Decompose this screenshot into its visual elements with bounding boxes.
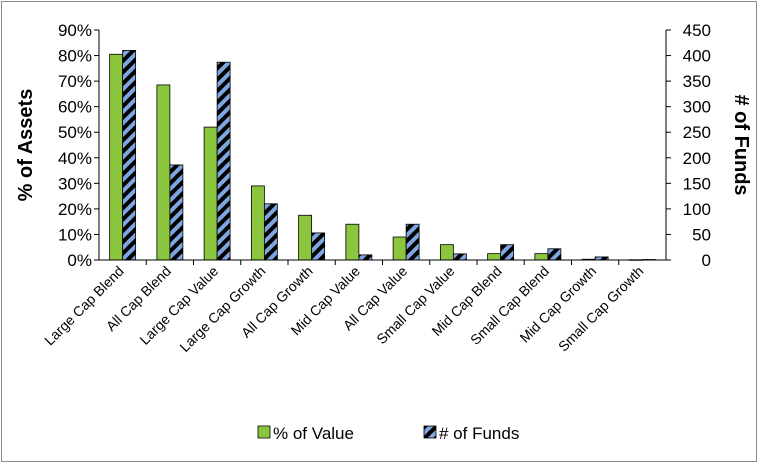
- y-tick-label-right: 50: [692, 225, 711, 244]
- bar-value: [203, 126, 218, 261]
- y-tick-label-left: 40%: [58, 149, 92, 168]
- y-tick-label-right: 150: [683, 174, 711, 193]
- legend: % of Value # of Funds: [257, 424, 519, 443]
- bar-value: [439, 244, 454, 261]
- x-tick-label: Small Cap Growth: [555, 263, 647, 355]
- y-tick-label-left: 60%: [58, 98, 92, 117]
- y-tick-label-left: 30%: [58, 174, 92, 193]
- bar-funds: [169, 164, 184, 261]
- y-tick-label-left: 70%: [58, 72, 92, 91]
- bar-value: [345, 223, 360, 261]
- legend-swatch-funds: [423, 425, 437, 439]
- y-tick-label-right: 0: [702, 251, 711, 270]
- x-tick-label: Large Cap Growth: [176, 263, 268, 355]
- y-tick-label-left: 50%: [58, 123, 92, 142]
- y-tick-label-left: 20%: [58, 200, 92, 219]
- bar-funds: [405, 223, 420, 261]
- bar-funds: [216, 61, 231, 261]
- bars-layer: [109, 50, 656, 261]
- y-tick-label-right: 100: [683, 200, 711, 219]
- bar-funds: [311, 232, 326, 261]
- bar-value: [298, 214, 313, 261]
- bar-funds: [263, 203, 278, 261]
- legend-label-value: % of Value: [273, 424, 354, 443]
- y-tick-label-left: 10%: [58, 225, 92, 244]
- y-tick-label-left: 0%: [67, 251, 92, 270]
- bar-funds: [122, 50, 137, 261]
- bar-funds: [547, 248, 562, 261]
- bar-funds: [452, 253, 467, 261]
- bar-value: [109, 53, 124, 261]
- y-tick-label-right: 200: [683, 149, 711, 168]
- y-tick-label-right: 400: [683, 47, 711, 66]
- right-axis-title: # of Funds: [730, 94, 752, 195]
- y-tick-label-left: 80%: [58, 47, 92, 66]
- bar-value: [250, 185, 265, 261]
- legend-label-funds: # of Funds: [439, 424, 519, 443]
- y-tick-label-right: 350: [683, 72, 711, 91]
- left-axis-title: % of Assets: [15, 89, 37, 202]
- bar-value: [156, 84, 171, 261]
- y-tick-label-right: 250: [683, 123, 711, 142]
- bar-funds: [500, 244, 515, 261]
- legend-swatch-value: [257, 425, 271, 439]
- y-tick-label-right: 450: [683, 21, 711, 40]
- bar-value: [487, 253, 502, 261]
- y-tick-label-left: 90%: [58, 21, 92, 40]
- bar-value: [392, 236, 407, 261]
- y-tick-label-right: 300: [683, 98, 711, 117]
- bar-value: [534, 253, 549, 261]
- x-tick-label: Large Cap Blend: [41, 263, 127, 349]
- bar-funds: [358, 254, 373, 261]
